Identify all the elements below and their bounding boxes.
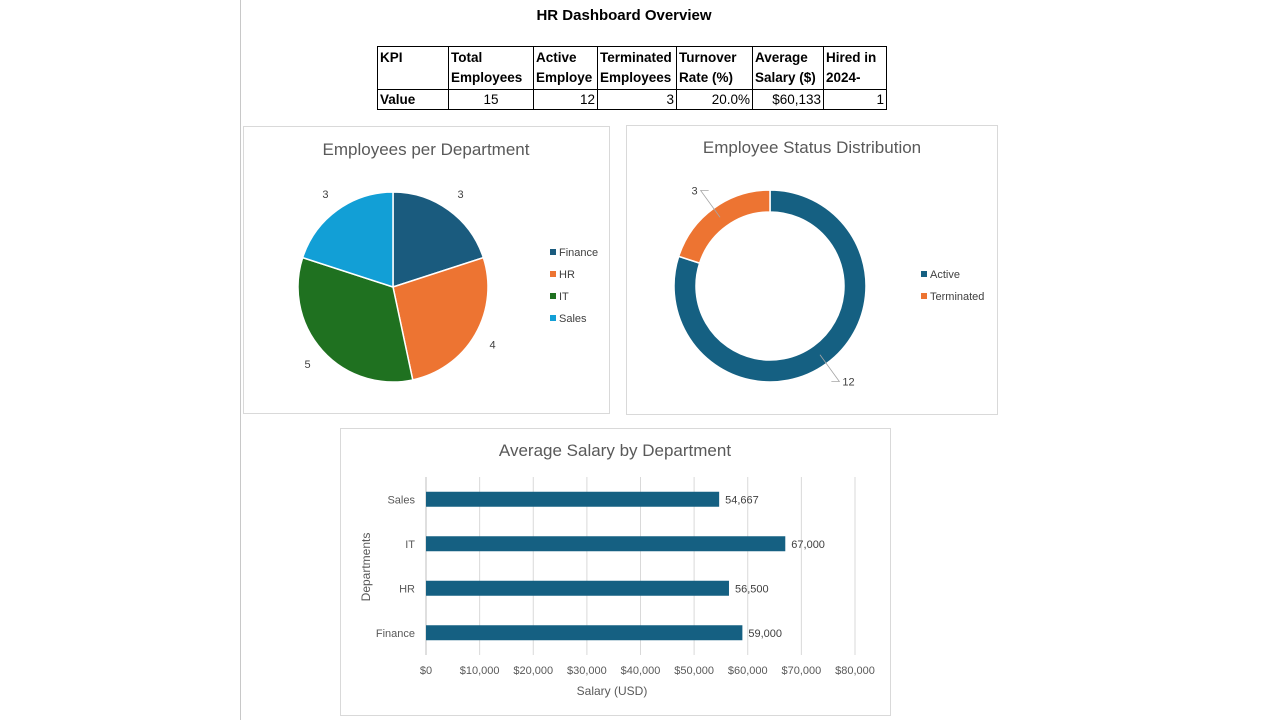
page-title: HR Dashboard Overview — [536, 7, 712, 24]
kpi-header-text: Active — [536, 50, 577, 65]
bar-labels-group: $0 $10,000 $20,000 $30,000 $40,000 $50,000 $60… — [376, 494, 875, 677]
chart-title: Average Salary by Department — [499, 441, 731, 460]
doughnut-data-labels-group: 12 3 — [692, 186, 855, 389]
average-salary-by-department-chart[interactable]: Average Salary by Department $0 $10,000 $2… — [340, 428, 891, 716]
pie-data-labels-group: 3 4 5 3 — [304, 189, 495, 371]
kpi-header-text: Total — [451, 50, 483, 65]
kpi-header-text: Hired in — [826, 50, 877, 65]
legend-label: Terminated — [930, 291, 984, 303]
leader-line — [699, 190, 721, 218]
kpi-value-cell[interactable]: 3 — [597, 89, 677, 110]
pie-data-label: 5 — [304, 359, 310, 371]
doughnut-data-label: 3 — [692, 186, 698, 198]
kpi-header-cell[interactable]: KPI — [377, 46, 449, 90]
doughnut-data-label: 12 — [842, 376, 854, 388]
bar-hr[interactable] — [426, 580, 729, 596]
legend-label: Finance — [559, 247, 598, 259]
pie-chart-canvas: Employees per Department 3 4 5 3 Finance HR I… — [297, 140, 598, 383]
kpi-header-cell[interactable]: Total Employees — [448, 46, 534, 90]
legend-label: Sales — [559, 313, 587, 325]
x-tick-label: $40,000 — [621, 665, 661, 677]
kpi-value-row: Value 15 12 3 20.0% $60,133 1 — [377, 89, 887, 110]
x-axis-title: Salary (USD) — [577, 684, 648, 698]
bar-data-label: 56,500 — [735, 583, 769, 595]
x-tick-label: $20,000 — [513, 665, 553, 677]
x-tick-label: $80,000 — [835, 665, 875, 677]
pie-data-label: 3 — [322, 189, 328, 201]
legend-label: Active — [930, 269, 960, 281]
kpi-header-cell[interactable]: Average Salary ($) — [752, 46, 824, 90]
y-axis-title: Departments — [359, 533, 373, 602]
chart-title: Employees per Department — [323, 140, 530, 159]
doughnut-slices-group — [673, 189, 867, 383]
kpi-value-cell[interactable]: 20.0% — [676, 89, 753, 110]
y-tick-label: Sales — [387, 494, 415, 506]
legend-label: IT — [559, 291, 569, 303]
employee-status-distribution-chart[interactable]: Employee Status Distribution 12 3 Active T… — [626, 125, 998, 415]
x-tick-label: $30,000 — [567, 665, 607, 677]
kpi-header-text: Salary ($) — [755, 70, 816, 85]
kpi-header-cell[interactable]: Active Employe — [533, 46, 598, 90]
x-tick-label: $50,000 — [674, 665, 714, 677]
kpi-header-text: Terminated — [600, 50, 672, 65]
leader-line — [819, 354, 841, 382]
kpi-value-cell[interactable]: 1 — [823, 89, 887, 110]
employees-per-department-chart[interactable]: Employees per Department 3 4 5 3 Finance HR I… — [243, 126, 610, 414]
kpi-header-cell[interactable]: Terminated Employees — [597, 46, 677, 90]
kpi-table: KPI Total Employees Active Employe Termina… — [377, 46, 887, 110]
doughnut-chart-canvas: Employee Status Distribution 12 3 Active T… — [673, 138, 984, 389]
bar-it[interactable] — [426, 536, 786, 552]
x-tick-label: $60,000 — [728, 665, 768, 677]
legend-swatch — [921, 293, 927, 299]
pie-slice-it[interactable] — [297, 256, 414, 383]
y-tick-label: IT — [405, 539, 415, 551]
pie-slices-group — [297, 191, 489, 383]
pie-slice-hr[interactable] — [392, 256, 489, 381]
sheet-divider-line — [240, 0, 241, 720]
legend: Finance HR IT Sales — [550, 247, 598, 325]
kpi-value-cell[interactable]: Value — [377, 89, 449, 110]
pie-slice-sales[interactable] — [301, 191, 394, 289]
kpi-header-text: Turnover — [679, 50, 737, 65]
kpi-value-cell[interactable]: $60,133 — [752, 89, 824, 110]
legend-swatch — [550, 271, 556, 277]
legend-label: HR — [559, 269, 575, 281]
kpi-value-cell[interactable]: 15 — [448, 89, 534, 110]
pie-data-label: 3 — [458, 189, 464, 201]
bar-sales[interactable] — [426, 491, 720, 507]
kpi-header-text: Employees — [600, 70, 672, 85]
kpi-header-text: Average — [755, 50, 808, 65]
kpi-header-text: KPI — [380, 50, 403, 65]
pie-data-label: 4 — [490, 340, 496, 352]
bar-data-label: 67,000 — [791, 539, 825, 551]
legend: Active Terminated — [921, 269, 984, 303]
kpi-header-text: 2024- — [826, 70, 861, 85]
bar-chart-canvas: Average Salary by Department $0 $10,000 $2… — [359, 441, 875, 698]
x-tick-label: $10,000 — [460, 665, 500, 677]
kpi-header-row: KPI Total Employees Active Employe Termina… — [377, 46, 887, 90]
x-tick-label: $70,000 — [781, 665, 821, 677]
legend-swatch — [550, 249, 556, 255]
pie-slice-finance[interactable] — [392, 191, 485, 289]
kpi-value-cell[interactable]: 12 — [533, 89, 598, 110]
kpi-header-text: Rate (%) — [679, 70, 734, 85]
legend-swatch — [921, 271, 927, 277]
y-tick-label: HR — [399, 583, 415, 595]
kpi-header-text: Employees — [451, 70, 523, 85]
bar-data-label: 59,000 — [748, 628, 782, 640]
legend-swatch — [550, 315, 556, 321]
chart-title: Employee Status Distribution — [703, 138, 921, 157]
legend-swatch — [550, 293, 556, 299]
y-tick-label: Finance — [376, 628, 415, 640]
bars-group — [426, 491, 786, 641]
bar-data-label: 54,667 — [725, 494, 759, 506]
kpi-header-cell[interactable]: Hired in 2024- — [823, 46, 887, 90]
x-tick-label: $0 — [420, 665, 432, 677]
bar-finance[interactable] — [426, 625, 743, 641]
kpi-header-text: Employe — [536, 70, 593, 85]
doughnut-slice-active[interactable] — [673, 189, 867, 383]
doughnut-slice-terminated[interactable] — [677, 189, 771, 265]
kpi-header-cell[interactable]: Turnover Rate (%) — [676, 46, 753, 90]
